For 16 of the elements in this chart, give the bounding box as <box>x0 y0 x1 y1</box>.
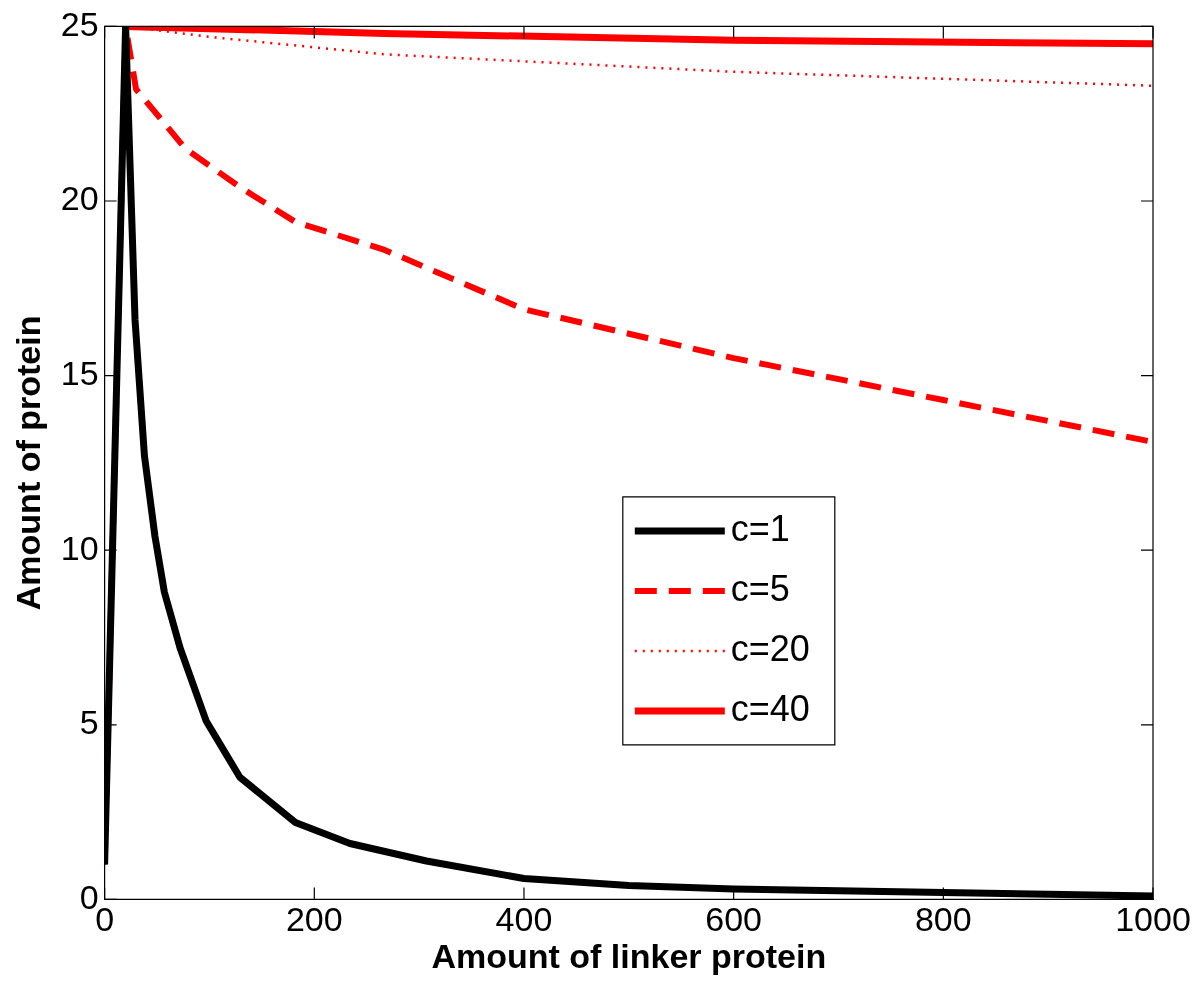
x-axis-title: Amount of linker protein <box>431 936 827 975</box>
legend-label: c=5 <box>730 567 790 609</box>
legend-label: c=20 <box>730 627 810 669</box>
y-tick-label: 20 <box>60 179 99 218</box>
legend-label: c=1 <box>730 507 790 549</box>
y-tick-label: 10 <box>60 528 99 567</box>
x-tick-label: 600 <box>705 900 763 939</box>
x-tick-label: 800 <box>914 900 972 939</box>
x-tick-label: 1000 <box>1115 900 1191 939</box>
y-tick-label: 5 <box>79 703 99 742</box>
y-axis-title: Amount of protein <box>8 315 47 611</box>
y-tick-label: 15 <box>60 353 99 392</box>
legend-label: c=40 <box>730 687 810 729</box>
x-tick-label: 200 <box>285 900 343 939</box>
x-tick-label: 400 <box>495 900 553 939</box>
y-tick-label: 25 <box>60 4 99 43</box>
